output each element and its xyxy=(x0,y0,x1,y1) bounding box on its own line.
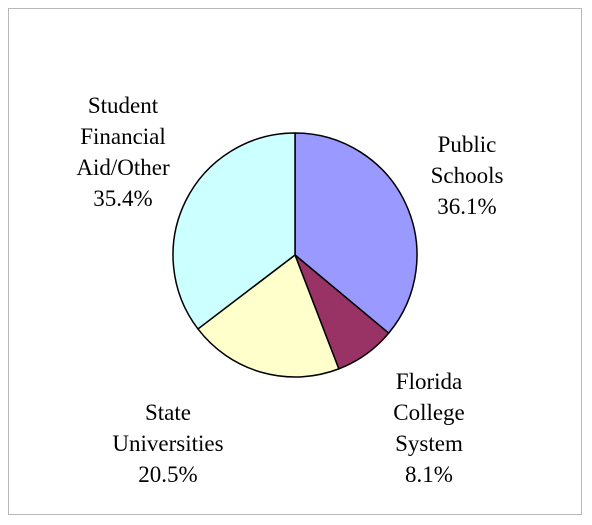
slice-label-line: Financial xyxy=(80,124,166,149)
slice-label-state-universities: State Universities 20.5% xyxy=(112,397,223,490)
slice-label-line: College xyxy=(393,400,465,425)
slice-label-florida-college-system: Florida College System 8.1% xyxy=(393,366,465,490)
slice-label-line: Universities xyxy=(112,431,224,456)
slice-value-label: 8.1% xyxy=(405,462,453,487)
slice-label-line: System xyxy=(395,431,463,456)
slice-label-line: Aid/Other xyxy=(76,155,170,180)
slice-value-label: 20.5% xyxy=(138,462,198,487)
slice-label-line: State xyxy=(145,400,191,425)
slice-label-line: Public xyxy=(437,132,497,157)
slice-label-line: Student xyxy=(87,93,159,118)
slice-value-label: 36.1% xyxy=(437,194,497,219)
pie-slice-student-financial-aid xyxy=(172,132,296,330)
chart-frame: Public Schools 36.1% Florida College Sys… xyxy=(8,8,582,515)
pie-slice-public-schools xyxy=(294,132,418,334)
slice-label-line: Florida xyxy=(395,369,463,394)
slice-label-public-schools: Public Schools 36.1% xyxy=(431,129,504,222)
pie-chart xyxy=(172,132,418,378)
pie-slice-state-universities xyxy=(197,254,340,378)
slice-label-student-financial-aid: Student Financial Aid/Other 35.4% xyxy=(76,90,169,214)
slice-value-label: 35.4% xyxy=(93,186,153,211)
slice-label-line: Schools xyxy=(430,163,504,188)
